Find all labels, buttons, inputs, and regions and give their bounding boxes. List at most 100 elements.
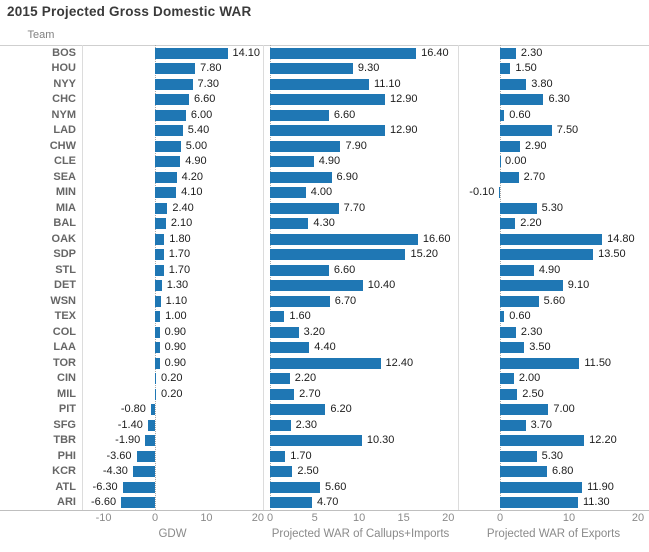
bar[interactable] bbox=[270, 140, 341, 152]
value-label: 5.30 bbox=[541, 449, 564, 462]
bar[interactable] bbox=[270, 497, 312, 508]
bar[interactable] bbox=[270, 109, 329, 121]
bar[interactable] bbox=[155, 171, 177, 183]
bar[interactable] bbox=[500, 202, 537, 214]
bar[interactable] bbox=[155, 280, 162, 291]
bar[interactable] bbox=[155, 140, 181, 152]
bar[interactable] bbox=[500, 450, 537, 462]
bar[interactable] bbox=[500, 435, 585, 446]
bar[interactable] bbox=[270, 295, 330, 307]
bar[interactable] bbox=[270, 47, 417, 59]
bar[interactable] bbox=[155, 295, 161, 307]
bar[interactable] bbox=[270, 373, 290, 384]
bar[interactable] bbox=[499, 187, 501, 198]
bar[interactable] bbox=[155, 264, 164, 276]
bar[interactable] bbox=[270, 450, 286, 462]
bar[interactable] bbox=[500, 156, 501, 167]
bar[interactable] bbox=[270, 249, 406, 260]
bar[interactable] bbox=[500, 249, 594, 260]
bar[interactable] bbox=[155, 109, 186, 121]
bar[interactable] bbox=[500, 109, 505, 121]
bar[interactable] bbox=[500, 295, 539, 307]
bar[interactable] bbox=[121, 497, 156, 508]
bar[interactable] bbox=[500, 373, 514, 384]
bar[interactable] bbox=[500, 497, 578, 508]
bar[interactable] bbox=[155, 47, 228, 59]
bar[interactable] bbox=[132, 466, 156, 477]
bar[interactable] bbox=[500, 357, 580, 369]
bar[interactable] bbox=[155, 125, 183, 136]
bar[interactable] bbox=[155, 202, 168, 214]
bar[interactable] bbox=[155, 388, 157, 400]
bar[interactable] bbox=[270, 171, 332, 183]
bar[interactable] bbox=[270, 94, 385, 105]
value-label: 11.30 bbox=[582, 496, 610, 508]
bar[interactable] bbox=[122, 481, 155, 493]
bar[interactable] bbox=[155, 187, 177, 198]
bar[interactable] bbox=[500, 171, 519, 183]
bar[interactable] bbox=[500, 481, 583, 493]
bar[interactable] bbox=[155, 63, 196, 74]
bar[interactable] bbox=[500, 419, 526, 431]
bar[interactable] bbox=[270, 63, 353, 74]
bar[interactable] bbox=[155, 78, 193, 90]
bar[interactable] bbox=[155, 326, 160, 338]
bar[interactable] bbox=[155, 218, 166, 229]
value-label: 12.90 bbox=[389, 93, 418, 105]
bar[interactable] bbox=[270, 156, 314, 167]
bar[interactable] bbox=[500, 47, 516, 59]
panel-divider bbox=[82, 45, 83, 510]
bar[interactable] bbox=[500, 280, 563, 291]
bar[interactable] bbox=[270, 435, 362, 446]
bar[interactable] bbox=[270, 311, 285, 322]
value-label: 6.60 bbox=[333, 108, 356, 121]
bar[interactable] bbox=[147, 419, 155, 431]
bar[interactable] bbox=[500, 218, 516, 229]
bar[interactable] bbox=[270, 404, 326, 415]
bar[interactable] bbox=[500, 125, 552, 136]
bar[interactable] bbox=[155, 249, 164, 260]
bar[interactable] bbox=[270, 264, 329, 276]
bar[interactable] bbox=[500, 140, 521, 152]
bar[interactable] bbox=[155, 342, 160, 353]
bar[interactable] bbox=[500, 264, 534, 276]
value-label: 16.60 bbox=[422, 232, 451, 245]
bar[interactable] bbox=[500, 78, 527, 90]
bar[interactable] bbox=[270, 125, 385, 136]
bar[interactable] bbox=[500, 233, 603, 245]
bar[interactable] bbox=[150, 404, 155, 415]
bar[interactable] bbox=[155, 357, 160, 369]
bar[interactable] bbox=[270, 202, 339, 214]
bar[interactable] bbox=[270, 419, 291, 431]
bar[interactable] bbox=[136, 450, 155, 462]
bar[interactable] bbox=[270, 388, 295, 400]
value-label: 1.70 bbox=[290, 449, 312, 462]
bar[interactable] bbox=[500, 388, 518, 400]
bar[interactable] bbox=[270, 357, 381, 369]
bar[interactable] bbox=[155, 373, 157, 384]
axis-tick-label: 5 bbox=[311, 512, 318, 524]
bar[interactable] bbox=[155, 94, 189, 105]
bar[interactable] bbox=[500, 94, 544, 105]
bar[interactable] bbox=[145, 435, 155, 446]
bar[interactable] bbox=[500, 311, 505, 322]
bar[interactable] bbox=[270, 466, 293, 477]
bar[interactable] bbox=[270, 326, 299, 338]
bar[interactable] bbox=[155, 233, 165, 245]
bar[interactable] bbox=[155, 156, 181, 167]
team-label: SFG bbox=[53, 418, 76, 431]
bar[interactable] bbox=[500, 342, 525, 353]
bar[interactable] bbox=[270, 78, 369, 90]
bar[interactable] bbox=[270, 218, 309, 229]
value-label: 2.90 bbox=[525, 139, 547, 152]
bar[interactable] bbox=[500, 326, 516, 338]
bar[interactable] bbox=[500, 63, 511, 74]
bar[interactable] bbox=[500, 404, 549, 415]
bar[interactable] bbox=[270, 280, 363, 291]
bar[interactable] bbox=[155, 311, 161, 322]
bar[interactable] bbox=[270, 481, 320, 493]
bar[interactable] bbox=[270, 233, 418, 245]
bar[interactable] bbox=[270, 187, 306, 198]
bar[interactable] bbox=[270, 342, 310, 353]
bar[interactable] bbox=[500, 466, 547, 477]
